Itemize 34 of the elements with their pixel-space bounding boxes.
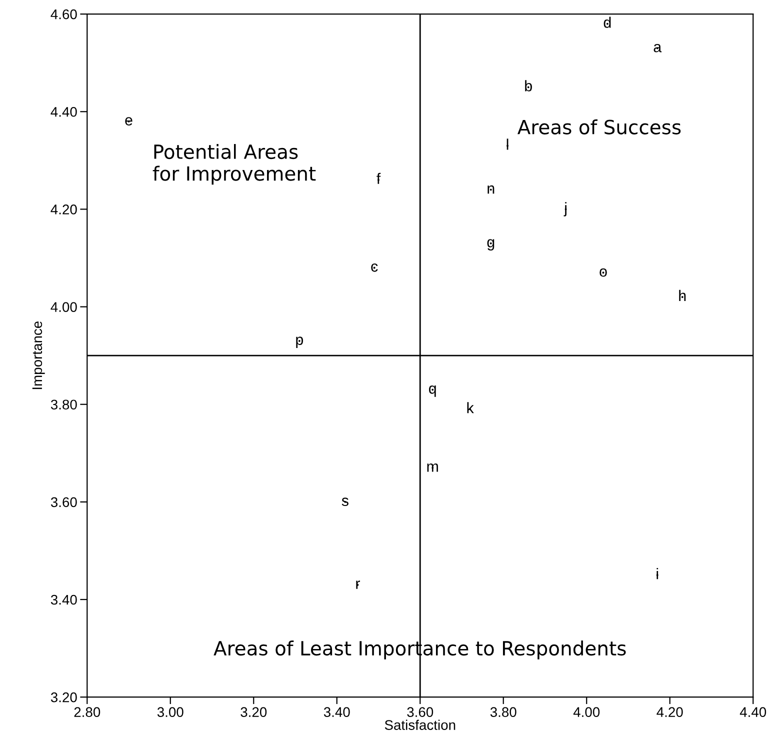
y-tick-label: 4.60 [50,9,77,20]
y-tick-label: 4.00 [50,302,77,312]
series-label: r [356,580,360,589]
series-label: h [679,290,686,301]
series-label: n [488,185,494,194]
y-tick-label: 3.60 [50,497,77,508]
series-label: m [427,464,438,472]
y-tick-label: 3.40 [50,594,77,605]
x-tick-label: 3.80 [490,707,516,718]
y-tick-label: 4.40 [50,106,77,117]
x-tick-label: 3.60 [407,707,434,718]
series-label: d [604,16,611,28]
y-tick-label: 4.20 [50,204,77,214]
x-tick-label: 3.00 [157,707,184,718]
y-tick-label: 3.80 [50,400,77,410]
series-label: g [487,239,494,250]
series-label: b [525,80,532,92]
x-tick-label: 3.20 [240,707,267,718]
x-tick-label: 4.00 [573,707,600,718]
series-label: c [371,263,378,272]
x-axis-title: Satisfaction [384,720,456,730]
annotation: Potential Areas for Improvement [152,144,316,185]
series-label: a [654,44,662,52]
series-label: p [296,336,304,348]
x-tick-label: 4.40 [740,707,766,718]
series-label: o [600,268,607,277]
y-tick-label: 3.20 [50,692,77,702]
x-tick-label: 3.40 [324,707,350,718]
x-tick-label: 2.80 [74,707,100,718]
series-label: e [125,117,132,126]
series-label: q [429,385,436,397]
x-tick-label: 4.20 [656,707,683,718]
annotation: Areas of Success [518,119,681,134]
y-axis-title: Importance [32,321,45,390]
